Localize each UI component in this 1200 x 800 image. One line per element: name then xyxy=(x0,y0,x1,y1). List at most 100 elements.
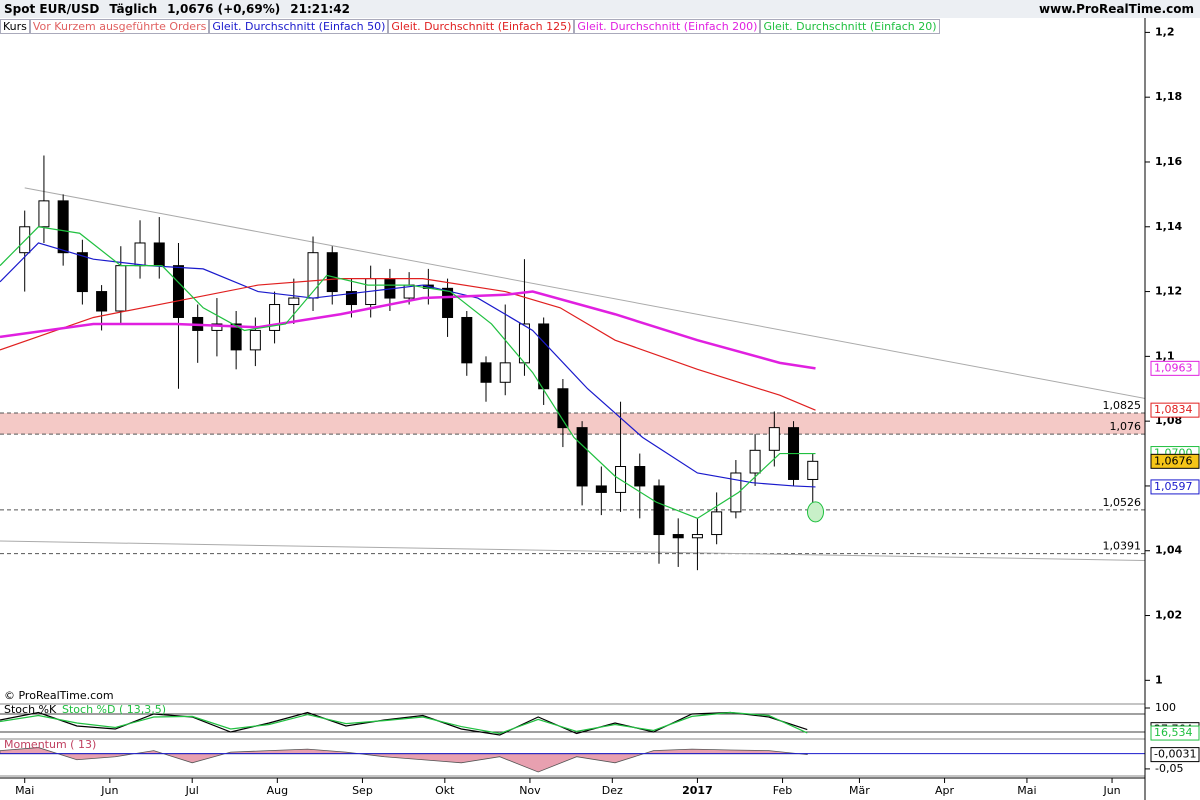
y-tick-label: 1,04 xyxy=(1155,544,1182,557)
price-label-box xyxy=(1150,725,1200,741)
marker xyxy=(807,501,825,523)
zone xyxy=(0,413,1145,435)
x-tick-label: Apr xyxy=(935,784,955,797)
price-label-box xyxy=(1150,402,1200,418)
candle-body xyxy=(499,362,511,383)
candle-body xyxy=(480,362,492,383)
moving-average xyxy=(0,278,816,411)
candle-body xyxy=(19,226,31,254)
legend-item: Gleit. Durchschnitt (Einfach 125) xyxy=(388,19,575,34)
x-tick-label: Jun xyxy=(1102,784,1120,797)
candle-body xyxy=(595,485,607,493)
candle-body xyxy=(57,200,69,254)
price-label: 1,0597 xyxy=(1154,480,1193,493)
moving-average xyxy=(0,226,816,520)
x-tick-label: Feb xyxy=(773,784,792,797)
x-tick-label: Aug xyxy=(267,784,288,797)
time: 21:21:42 xyxy=(290,2,350,16)
x-tick-label: Nov xyxy=(519,784,541,797)
candle-body xyxy=(76,252,88,293)
momentum-area xyxy=(0,747,808,773)
candle-body xyxy=(518,323,530,364)
x-tick-label: Okt xyxy=(435,784,455,797)
y-tick-label: 1,2 xyxy=(1155,25,1175,38)
candle-body xyxy=(634,466,646,487)
y-tick-label: 100 xyxy=(1155,701,1176,714)
candle-body xyxy=(115,265,127,312)
legend-item: Gleit. Durchschnitt (Einfach 20) xyxy=(760,19,940,34)
candle-body xyxy=(653,485,665,536)
x-tick-label: Dez xyxy=(602,784,623,797)
price-label: -0,0031 xyxy=(1154,748,1196,761)
y-tick-label: -0,05 xyxy=(1155,762,1183,775)
quote: 1,0676 (+0,69%) xyxy=(167,2,281,16)
candle-body xyxy=(134,242,146,267)
support-label: 1,0825 xyxy=(1103,399,1142,412)
candle-body xyxy=(38,200,50,228)
moving-average xyxy=(0,242,816,488)
candle-body xyxy=(807,460,819,480)
x-tick-label: Mär xyxy=(849,784,870,797)
x-tick-label: Mai xyxy=(1017,784,1036,797)
x-tick-label: Mai xyxy=(15,784,34,797)
y-tick-label: 1,12 xyxy=(1155,285,1182,298)
candle-body xyxy=(749,449,761,474)
x-tick-label: Jun xyxy=(100,784,118,797)
price-label-box xyxy=(1150,479,1200,495)
x-tick-label: Jul xyxy=(185,784,199,797)
x-tick-label: 2017 xyxy=(682,784,713,797)
price-axis-bg xyxy=(1145,0,1200,800)
candle-body xyxy=(153,242,165,267)
y-tick-label: 1,18 xyxy=(1155,90,1182,103)
legend-item: Vor Kurzem ausgeführte Orders xyxy=(29,19,210,34)
candle-body xyxy=(557,388,569,429)
trendline xyxy=(0,540,1146,561)
support-label: 1,076 xyxy=(1110,420,1142,433)
candle-body xyxy=(672,534,684,539)
price-label-box xyxy=(1150,453,1200,469)
panel-legend: Stoch %D ( 13,3,5) xyxy=(62,703,166,716)
trendline xyxy=(24,187,1146,399)
candle-body xyxy=(576,427,588,487)
candle-body xyxy=(538,323,550,390)
candle-body xyxy=(326,252,338,293)
y-tick-label: 1,02 xyxy=(1155,609,1182,622)
panel-legend: Stoch %K xyxy=(4,703,57,716)
site: www.ProRealTime.com xyxy=(1039,2,1194,16)
y-tick-label: 1 xyxy=(1155,673,1163,686)
candle-body xyxy=(730,472,742,513)
period: Täglich xyxy=(109,2,158,16)
x-tick-label: Sep xyxy=(352,784,373,797)
panel-legend: Momentum ( 13) xyxy=(4,738,96,751)
legend-item: Gleit. Durchschnitt (Einfach 50) xyxy=(209,19,389,34)
support-label: 1,0391 xyxy=(1103,540,1142,553)
legend-item: Kurs xyxy=(0,19,30,34)
candle-body xyxy=(768,427,780,451)
price-label: 16,534 xyxy=(1154,726,1193,739)
legend: Kurs Vor Kurzem ausgeführte Orders Gleit. … xyxy=(0,19,940,34)
header: Spot EUR/USD Täglich 1,0676 (+0,69%) 21:… xyxy=(0,0,1200,18)
stoch-line xyxy=(0,711,808,735)
candle-body xyxy=(691,534,703,539)
legend-item: Gleit. Durchschnitt (Einfach 200) xyxy=(574,19,761,34)
price-label: 1,0963 xyxy=(1154,361,1193,374)
price-label-box xyxy=(1150,360,1200,376)
candle-body xyxy=(230,323,242,351)
moving-average xyxy=(0,290,816,370)
price-label: 1,0676 xyxy=(1154,454,1193,467)
y-tick-label: 1,1 xyxy=(1155,349,1175,362)
candle-body xyxy=(269,304,281,331)
candle-body xyxy=(172,265,184,318)
candle-body xyxy=(461,316,473,364)
y-tick-label: 1,14 xyxy=(1155,220,1182,233)
candle-body xyxy=(442,287,454,318)
symbol: Spot EUR/USD xyxy=(4,2,100,16)
candle-body xyxy=(711,511,723,536)
candle-body xyxy=(288,297,300,306)
support-label: 1,0526 xyxy=(1103,496,1142,509)
candles xyxy=(19,155,819,571)
candle-body xyxy=(345,291,357,306)
copyright: © ProRealTime.com xyxy=(4,689,114,702)
